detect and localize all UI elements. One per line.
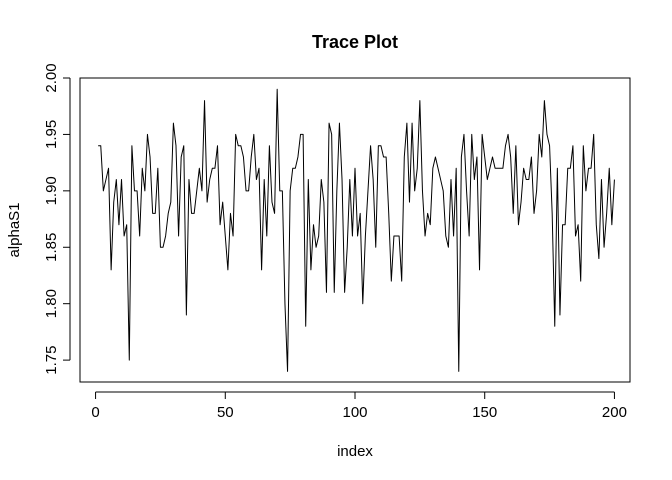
x-tick-label: 150 xyxy=(472,404,497,421)
x-tick-label: 0 xyxy=(91,404,99,421)
x-tick-label: 200 xyxy=(602,404,627,421)
x-axis-label: index xyxy=(337,443,373,460)
y-axis-label: alphaS1 xyxy=(6,202,23,257)
plot-area-border xyxy=(79,77,631,383)
y-tick-label: 1.80 xyxy=(43,289,60,318)
trace-line xyxy=(98,88,615,372)
y-tick-label: 1.90 xyxy=(43,176,60,205)
y-tick-label: 1.85 xyxy=(43,233,60,262)
x-tick-label: 100 xyxy=(342,404,367,421)
y-tick-label: 2.00 xyxy=(43,63,60,92)
y-tick-label: 1.95 xyxy=(43,120,60,149)
y-axis: 1.75 1.80 1.85 1.90 1.95 2.00 xyxy=(43,63,71,375)
y-tick-label: 1.75 xyxy=(43,346,60,375)
x-tick-label: 50 xyxy=(217,404,234,421)
x-axis: 0 50 100 150 200 xyxy=(91,391,627,421)
chart-title: Trace Plot xyxy=(312,32,398,52)
